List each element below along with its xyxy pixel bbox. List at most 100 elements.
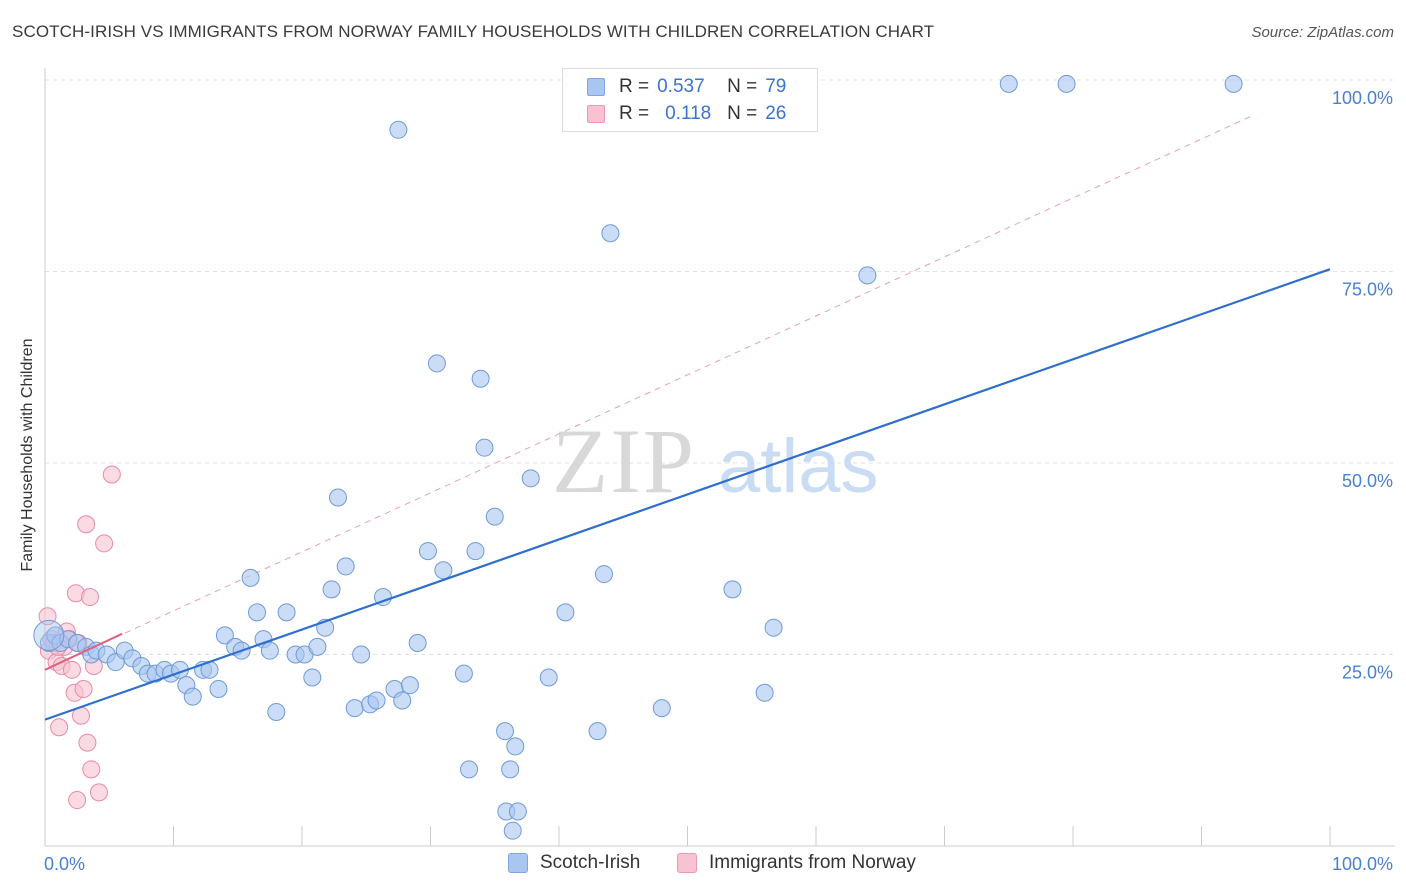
gridlines: [45, 79, 1395, 655]
trend-line-scotch-irish: [44, 268, 1331, 721]
y-tick-label: 75.0%: [1342, 280, 1393, 300]
n-value: 79: [765, 76, 787, 97]
y-tick-label: 100.0%: [1332, 88, 1393, 108]
data-point: [308, 637, 327, 656]
data-point: [74, 679, 93, 698]
data-point: [521, 469, 540, 488]
scotch-irish-swatch: [508, 853, 528, 873]
series-scotch-irish: [33, 74, 1243, 840]
legend-item-immigrants-from-norway[interactable]: Immigrants from Norway: [677, 852, 916, 874]
r-label: R =: [619, 103, 650, 124]
r-label: R =: [619, 76, 650, 97]
n-label: N =: [727, 76, 758, 97]
immigrants-from-norway-swatch: [677, 853, 697, 873]
data-point: [601, 224, 620, 243]
data-point: [352, 645, 371, 664]
data-point: [434, 561, 453, 580]
data-point: [471, 369, 490, 388]
data-point: [267, 702, 286, 721]
data-point: [501, 760, 520, 779]
legend-item-scotch-irish[interactable]: Scotch-Irish: [508, 852, 640, 874]
trend-lines: [44, 268, 1331, 721]
data-point: [68, 791, 87, 810]
reference-line: [44, 114, 1254, 671]
data-point: [506, 737, 525, 756]
data-point: [454, 664, 473, 683]
r-value: 0.537: [657, 76, 705, 97]
n-value: 26: [765, 103, 787, 124]
data-point: [215, 626, 234, 645]
y-tick-label: 50.0%: [1342, 471, 1393, 491]
data-point: [723, 580, 742, 599]
data-point: [277, 603, 296, 622]
legend-label: Scotch-Irish: [540, 852, 641, 873]
data-point: [389, 120, 408, 139]
data-point: [755, 683, 774, 702]
x-tick-label: 100.0%: [1332, 854, 1393, 874]
chart-title: SCOTCH-IRISH VS IMMIGRANTS FROM NORWAY F…: [12, 22, 935, 41]
data-point: [1057, 74, 1076, 93]
data-point: [33, 619, 65, 651]
data-point: [408, 634, 427, 653]
data-point: [183, 687, 202, 706]
data-point: [80, 588, 99, 607]
data-point: [858, 266, 877, 285]
data-point: [328, 488, 347, 507]
data-point: [336, 557, 355, 576]
data-point: [62, 660, 81, 679]
diagonal-reference-line: [44, 114, 1254, 671]
legend-label: Immigrants from Norway: [709, 852, 916, 873]
data-point: [400, 676, 419, 695]
data-point: [95, 534, 114, 553]
legend-row-immigrants-from-norway: R = 0.118 N = 26: [587, 102, 786, 126]
data-point: [303, 668, 322, 687]
series-legend: Scotch-Irish Immigrants from Norway: [0, 852, 1406, 878]
data-point: [209, 679, 228, 698]
y-tick-label: 25.0%: [1342, 663, 1393, 683]
data-point: [82, 760, 101, 779]
watermark-zip: ZIP: [552, 410, 696, 512]
scotch-irish-swatch: [587, 78, 605, 96]
data-point: [427, 354, 446, 373]
data-point: [78, 733, 97, 752]
watermark: ZIP atlas: [552, 410, 879, 512]
data-point: [508, 802, 527, 821]
data-point: [241, 568, 260, 587]
n-label: N =: [727, 103, 758, 124]
tick-labels: 25.0% 50.0% 75.0% 100.0% 0.0% 100.0%: [44, 88, 1393, 874]
data-point: [539, 668, 558, 687]
data-point: [588, 722, 607, 741]
data-point: [393, 691, 412, 710]
watermark-atlas: atlas: [718, 424, 879, 509]
data-point: [1224, 74, 1243, 93]
data-point: [418, 542, 437, 561]
data-point: [764, 618, 783, 637]
correlation-legend: R = 0.537 N = 79 R = 0.118 N = 26: [562, 68, 818, 132]
data-point: [485, 507, 504, 526]
data-point: [50, 718, 69, 737]
data-point: [89, 783, 108, 802]
data-point: [652, 699, 671, 718]
legend-row-scotch-irish: R = 0.537 N = 79: [587, 75, 786, 99]
data-point: [345, 699, 364, 718]
data-point: [475, 438, 494, 457]
r-value: 0.118: [665, 103, 712, 124]
data-point: [466, 542, 485, 561]
data-point: [322, 580, 341, 599]
trend-line-immigrants-from-norway: [44, 632, 123, 671]
data-point: [496, 722, 515, 741]
axes: [44, 68, 1395, 847]
data-point: [248, 603, 267, 622]
data-point: [503, 821, 522, 840]
data-point: [77, 515, 96, 534]
data-point: [102, 465, 121, 484]
data-point: [460, 760, 479, 779]
data-point: [999, 74, 1018, 93]
data-point: [260, 641, 279, 660]
data-point: [367, 691, 386, 710]
x-tick-label: 0.0%: [44, 854, 85, 874]
data-point: [594, 565, 613, 584]
immigrants-from-norway-swatch: [587, 105, 605, 123]
source-label: Source: ZipAtlas.com: [1251, 24, 1394, 41]
